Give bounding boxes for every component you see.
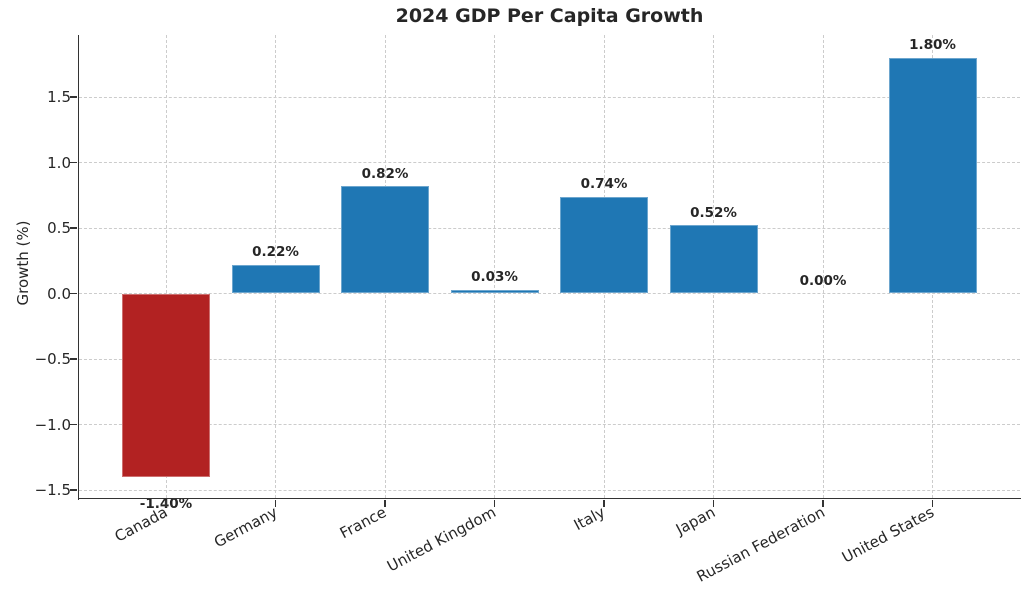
gridline-horizontal xyxy=(79,489,1020,491)
bar-value-label: 0.03% xyxy=(471,269,518,286)
bar-france xyxy=(341,186,429,294)
x-tick-mark xyxy=(712,499,715,507)
bar-italy xyxy=(560,196,648,294)
y-tick-label: −0.5 xyxy=(34,350,71,368)
x-tick-label: France xyxy=(336,503,390,543)
gridline-horizontal xyxy=(79,96,1020,98)
y-tick-mark xyxy=(70,292,77,295)
x-tick-mark xyxy=(165,499,167,507)
x-tick-mark xyxy=(493,499,496,507)
y-tick-mark xyxy=(70,227,77,229)
y-tick-label: −1.5 xyxy=(34,481,71,499)
y-tick-label: 0.0 xyxy=(47,284,71,303)
y-tick-label: 1.0 xyxy=(47,153,71,172)
x-axis-spine xyxy=(77,497,1021,500)
gridline-vertical xyxy=(165,35,167,498)
bar-value-label: 0.00% xyxy=(799,273,847,289)
gridline-vertical xyxy=(822,35,824,498)
y-tick-mark xyxy=(70,489,77,491)
x-tick-mark xyxy=(384,499,386,507)
y-tick-mark xyxy=(70,423,77,426)
x-tick-label: United Kingdom xyxy=(384,503,499,576)
x-tick-label: Japan xyxy=(672,503,718,539)
bar-value-label: 0.74% xyxy=(580,176,628,193)
x-tick-label: United States xyxy=(838,503,937,567)
bar-united-kingdom xyxy=(450,289,539,294)
y-tick-mark xyxy=(70,161,77,164)
y-axis-spine xyxy=(77,35,80,500)
bar-value-label: 0.82% xyxy=(361,165,409,182)
x-tick-mark xyxy=(603,499,605,507)
y-tick-mark xyxy=(70,96,77,98)
bar-germany xyxy=(231,264,320,294)
gridline-horizontal xyxy=(79,358,1020,360)
bar-value-label: 0.22% xyxy=(252,244,299,261)
bar-value-label: 1.80% xyxy=(909,37,956,54)
gridline-horizontal xyxy=(79,424,1020,425)
gridline-vertical xyxy=(494,35,495,498)
gridline-horizontal xyxy=(79,293,1020,294)
chart-title: 2024 GDP Per Capita Growth xyxy=(395,5,704,27)
y-tick-label: −1.0 xyxy=(34,415,71,434)
y-tick-mark xyxy=(70,358,77,360)
bar-japan xyxy=(669,225,758,294)
bar-value-label: 0.52% xyxy=(690,204,737,221)
x-tick-label: Italy xyxy=(571,503,609,535)
y-tick-label: 1.5 xyxy=(47,88,71,106)
x-tick-mark xyxy=(822,499,824,507)
gridline-horizontal xyxy=(79,162,1020,163)
bar-canada xyxy=(122,293,210,477)
x-tick-mark xyxy=(931,499,934,507)
x-tick-mark xyxy=(274,499,277,507)
gridline-horizontal xyxy=(79,227,1020,229)
bar-united-states xyxy=(888,57,977,294)
plot-area: -1.40%0.22%0.82%0.03%0.74%0.52%0.00%1.80… xyxy=(79,35,1020,512)
y-tick-label: 0.5 xyxy=(47,219,71,237)
